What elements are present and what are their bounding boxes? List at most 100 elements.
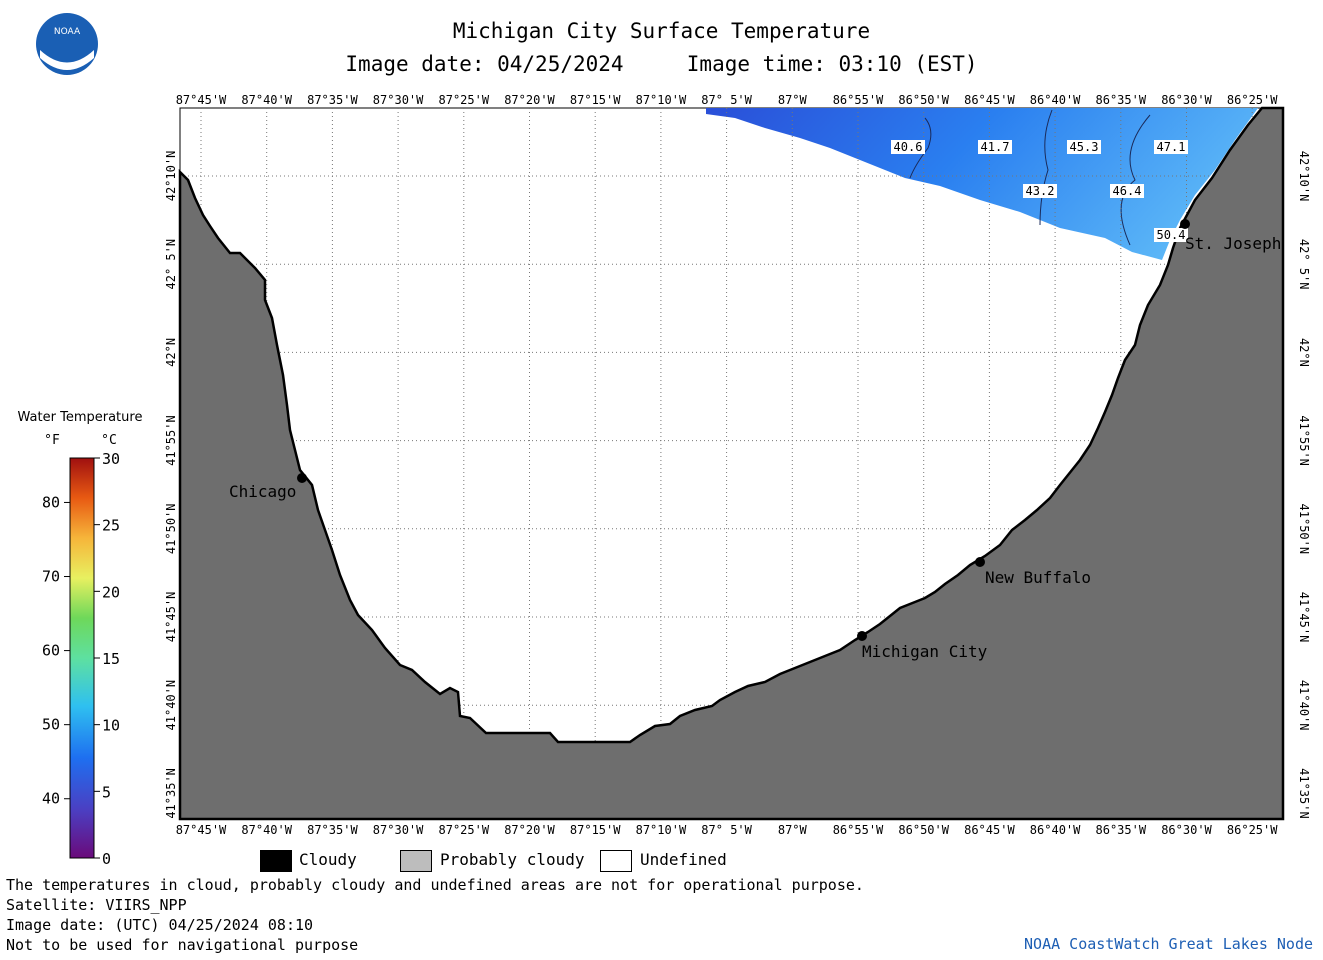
colorbar-celsius-ticks: 30 25 20 15 10 5 0 <box>94 450 120 868</box>
lon-label-top: 86°45'W <box>964 93 1015 107</box>
colorbar-f-label: 40 <box>42 790 60 808</box>
colorbar-unit-c: °C <box>101 433 117 448</box>
city-markers: Chicago Michigan City New Buffalo St. Josep… <box>229 219 1281 661</box>
city-dot <box>1180 219 1190 229</box>
colorbar-c-label: 25 <box>102 517 120 535</box>
colorbar-f-label: 50 <box>42 716 60 734</box>
city-label: St. Joseph <box>1185 234 1281 253</box>
lon-label-top: 87°30'W <box>373 93 424 107</box>
longitude-labels-bottom: 87°45'W 87°40'W 87°35'W 87°30'W 87°25'W 87°20… <box>176 823 1279 837</box>
temperature-label-box <box>1154 140 1188 154</box>
lon-label-bottom: 86°55'W <box>833 823 884 837</box>
image-date: Image date: 04/25/2024 <box>345 52 624 76</box>
lat-label-left: 41°50'N <box>164 504 178 555</box>
latitude-labels-right: 42°10'N 42° 5'N 42°N 41°55'N 41°50'N 41°45'N 4… <box>1297 151 1311 819</box>
longitude-labels-top: 87°45'W 87°40'W 87°35'W 87°30'W 87°25'W 87°20… <box>176 93 1279 107</box>
noaa-credit: NOAA CoastWatch Great Lakes Node <box>1024 935 1313 953</box>
lon-label-bottom: 86°45'W <box>964 823 1015 837</box>
legend-cloudy-swatch <box>260 850 292 872</box>
colorbar-unit-f: °F <box>44 433 60 448</box>
temperature-label-box <box>1023 184 1057 198</box>
lat-label-right: 42°N <box>1297 338 1311 367</box>
lat-label-right: 41°40'N <box>1297 680 1311 731</box>
image-time: Image time: 03:10 (EST) <box>686 52 978 76</box>
lon-label-top: 86°25'W <box>1227 93 1278 107</box>
lat-label-right: 42° 5'N <box>1297 239 1311 290</box>
temperature-label-box <box>1110 184 1144 198</box>
footer-disclaimer: The temperatures in cloud, probably clou… <box>6 876 864 894</box>
lat-label-left: 42°N <box>164 338 178 367</box>
water-temperature-area <box>706 108 1258 260</box>
city-label: Michigan City <box>862 642 988 661</box>
lon-label-bottom: 87°25'W <box>439 823 490 837</box>
colorbar-c-label: 30 <box>102 450 120 468</box>
lon-label-top: 86°30'W <box>1161 93 1212 107</box>
lon-label-top: 87° 5'W <box>701 93 752 107</box>
lon-label-top: 86°50'W <box>898 93 949 107</box>
lon-label-bottom: 86°25'W <box>1227 823 1278 837</box>
colorbar-title: Water Temperature <box>18 410 143 425</box>
temperature-value: 43.2 <box>1026 184 1055 198</box>
lon-label-bottom: 86°50'W <box>898 823 949 837</box>
lat-label-left: 41°35'N <box>164 768 178 819</box>
lon-label-top: 87°15'W <box>570 93 621 107</box>
lon-label-bottom: 87°30'W <box>373 823 424 837</box>
lon-label-bottom: 87°20'W <box>504 823 555 837</box>
noaa-logo-text: NOAA <box>54 27 81 37</box>
lat-label-right: 42°10'N <box>1297 151 1311 202</box>
lon-label-bottom: 87°15'W <box>570 823 621 837</box>
lon-label-top: 87°40'W <box>241 93 292 107</box>
lat-label-left: 42°10'N <box>164 151 178 202</box>
lat-label-left: 41°40'N <box>164 680 178 731</box>
map-title: Michigan City Surface Temperature <box>452 19 871 43</box>
legend-probably-cloudy-swatch <box>400 850 432 872</box>
legend-cloudy-label: Cloudy <box>299 850 357 869</box>
lat-label-right: 41°55'N <box>1297 415 1311 466</box>
colorbar-c-label: 20 <box>102 583 120 601</box>
temperature-value: 45.3 <box>1070 140 1099 154</box>
lat-label-left: 41°45'N <box>164 592 178 643</box>
city-dot <box>857 631 867 641</box>
image-datetime: Image date: 04/25/2024 Image time: 03:10… <box>0 52 1323 76</box>
colorbar-f-label: 60 <box>42 642 60 660</box>
lat-label-right: 41°35'N <box>1297 768 1311 819</box>
city-label: Chicago <box>229 482 296 501</box>
lon-label-bottom: 87°10'W <box>636 823 687 837</box>
lon-label-top: 87°W <box>778 93 808 107</box>
lat-label-right: 41°50'N <box>1297 504 1311 555</box>
temperature-label-box <box>978 140 1012 154</box>
colorbar-c-label: 15 <box>102 650 120 668</box>
colorbar-f-label: 70 <box>42 568 60 586</box>
legend-probably-cloudy-label: Probably cloudy <box>440 850 585 869</box>
temperature-label-box <box>891 140 925 154</box>
footer-navigation-warning: Not to be used for navigational purpose <box>6 936 359 954</box>
colorbar-f-label: 80 <box>42 493 60 511</box>
lon-label-top: 86°40'W <box>1030 93 1081 107</box>
colorbar-c-label: 5 <box>102 783 111 801</box>
lon-label-top: 87°35'W <box>307 93 358 107</box>
land-area <box>178 106 1285 821</box>
lat-label-left: 41°55'N <box>164 415 178 466</box>
temperature-label-box <box>1067 140 1101 154</box>
temperature-value-labels: 40.6 41.7 45.3 47.1 43.2 46.4 50.4 <box>891 140 1188 242</box>
legend-undefined-label: Undefined <box>640 850 727 869</box>
lon-label-bottom: 87° 5'W <box>701 823 752 837</box>
lon-label-bottom: 87°35'W <box>307 823 358 837</box>
lon-label-bottom: 86°30'W <box>1161 823 1212 837</box>
city-dot <box>297 473 307 483</box>
temperature-value: 47.1 <box>1157 140 1186 154</box>
noaa-logo-icon: NOAA <box>36 13 98 75</box>
lon-label-top: 86°55'W <box>833 93 884 107</box>
lat-label-right: 41°45'N <box>1297 592 1311 643</box>
colorbar-c-label: 0 <box>102 850 111 868</box>
legend-undefined-swatch <box>600 850 632 872</box>
lon-label-bottom: 86°35'W <box>1096 823 1147 837</box>
colorbar-gradient <box>69 457 95 859</box>
lon-label-bottom: 87°40'W <box>241 823 292 837</box>
lat-label-left: 42° 5'N <box>164 239 178 290</box>
lon-label-top: 87°45'W <box>176 93 227 107</box>
latitude-labels-left: 42°10'N 42° 5'N 42°N 41°55'N 41°50'N 41°45'N 4… <box>164 151 178 819</box>
lon-label-top: 86°35'W <box>1096 93 1147 107</box>
colorbar-fahrenheit-ticks: 80 70 60 50 40 <box>42 493 70 808</box>
